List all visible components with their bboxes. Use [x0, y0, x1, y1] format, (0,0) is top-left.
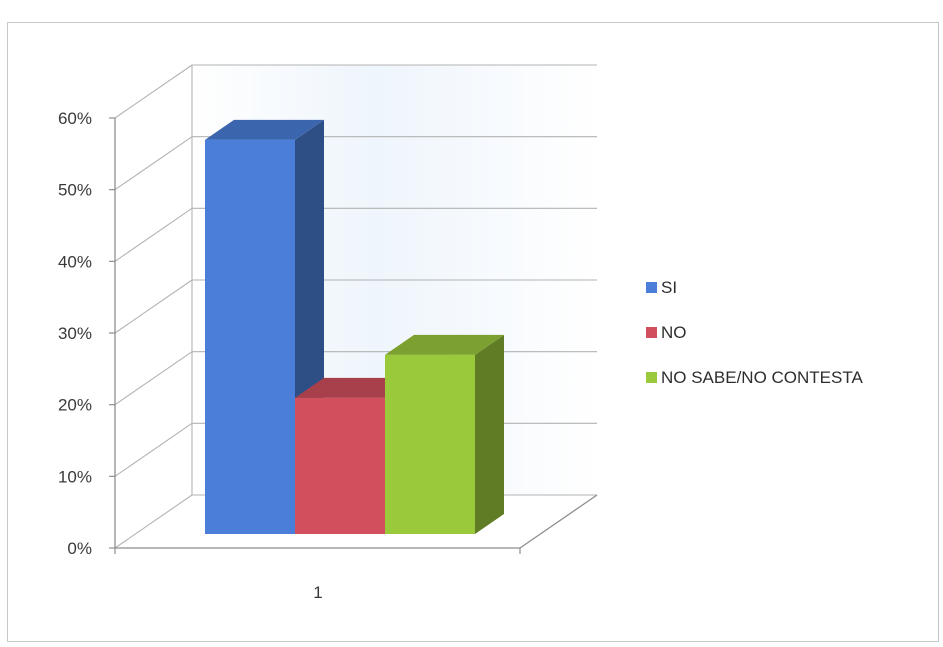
axes — [109, 117, 598, 554]
legend-label: NO — [661, 323, 687, 342]
y-tick-label: 20% — [58, 396, 92, 415]
bar-2 — [385, 334, 504, 534]
y-tick-label: 60% — [58, 109, 92, 128]
legend: SI NO NO SABE/NO CONTESTA — [646, 278, 863, 387]
gridline-side — [114, 351, 193, 406]
legend-label: SI — [661, 278, 677, 297]
y-tick-label: 30% — [58, 324, 92, 343]
y-tick-label: 50% — [58, 181, 92, 200]
floor-edge — [519, 494, 598, 549]
bars — [205, 119, 504, 535]
bar-top — [205, 119, 324, 140]
gridline-side — [114, 64, 193, 119]
legend-swatch — [646, 327, 657, 338]
gridline-side — [114, 279, 193, 334]
legend-label: NO SABE/NO CONTESTA — [661, 368, 863, 387]
gridline-side — [114, 422, 193, 477]
legend-item-1: NO — [646, 323, 687, 342]
legend-swatch — [646, 282, 657, 293]
bar-front — [295, 397, 385, 534]
y-axis-ticks: 0% 10% 20% 30% 40% 50% 60% — [58, 109, 92, 558]
bar-side — [475, 334, 504, 534]
gridline-side — [114, 136, 193, 191]
bar-front — [205, 139, 295, 535]
legend-item-2: NO SABE/NO CONTESTA — [646, 368, 863, 387]
bar-top — [295, 377, 414, 398]
y-tick-label: 40% — [58, 252, 92, 271]
x-category-label: 1 — [313, 583, 322, 602]
x-axis-categories: 1 — [313, 583, 322, 602]
legend-swatch — [646, 372, 657, 383]
y-tick-label: 0% — [67, 539, 92, 558]
bar-top — [385, 334, 504, 355]
legend-item-0: SI — [646, 278, 677, 297]
bar-0 — [205, 119, 324, 535]
gridline-side — [114, 207, 193, 262]
bar-front — [385, 354, 475, 534]
gridline-side — [114, 494, 193, 549]
y-tick-label: 10% — [58, 467, 92, 486]
